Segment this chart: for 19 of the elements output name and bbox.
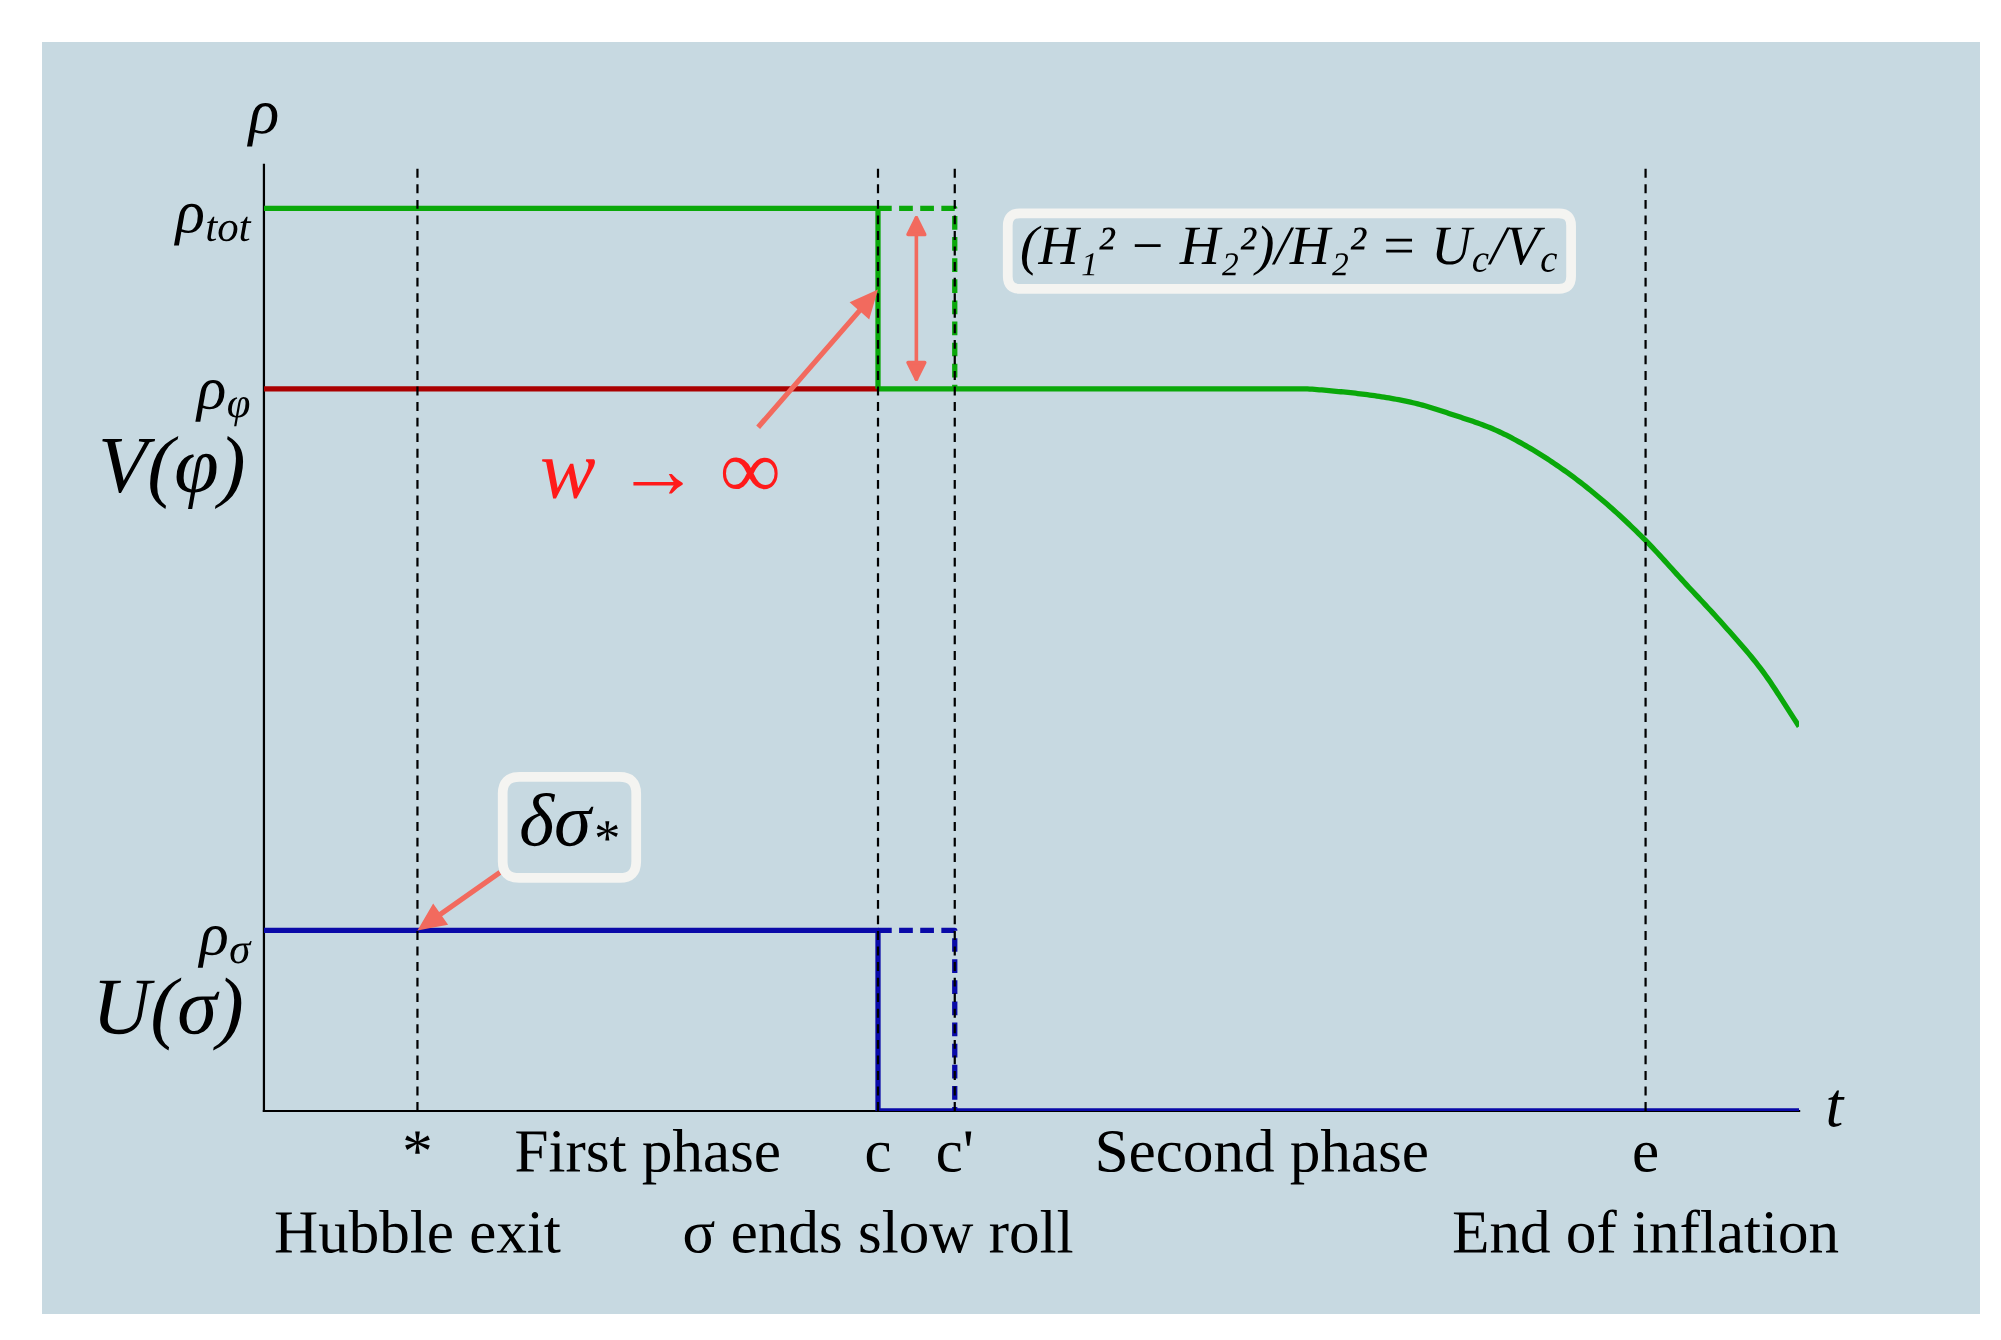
x-tick-label: First phase <box>516 1129 779 1185</box>
x-tick-label: * <box>405 1131 430 1154</box>
text: End of inflation <box>1453 1209 1839 1254</box>
x-tick-label: Second phase <box>1098 1129 1427 1185</box>
annotation: w → ∞ <box>541 457 778 499</box>
x-tick-label: c <box>866 1142 890 1173</box>
x-tick-label: e <box>1634 1142 1658 1173</box>
series-label: ρ$_{tot}$ <box>173 203 252 246</box>
annotation: δσ$_{*}$ <box>521 792 618 847</box>
text: V(φ) <box>102 435 244 509</box>
series-label: ρ$_{σ}$ <box>197 926 252 968</box>
x-axis-title: t <box>1828 1090 1845 1127</box>
text: σ ends slow roll <box>684 1210 1073 1254</box>
series-label: ρ$_{φ}$ <box>195 380 250 427</box>
y-axis-title: ρ <box>246 103 278 147</box>
annotation: (H₁² − H₂²)/H₂² = U$_{c}$/V$_{c}$ <box>1021 225 1557 276</box>
text: Hubble exit <box>275 1210 561 1254</box>
text: U(σ) <box>99 977 242 1051</box>
x-tick-label: c' <box>938 1131 972 1173</box>
